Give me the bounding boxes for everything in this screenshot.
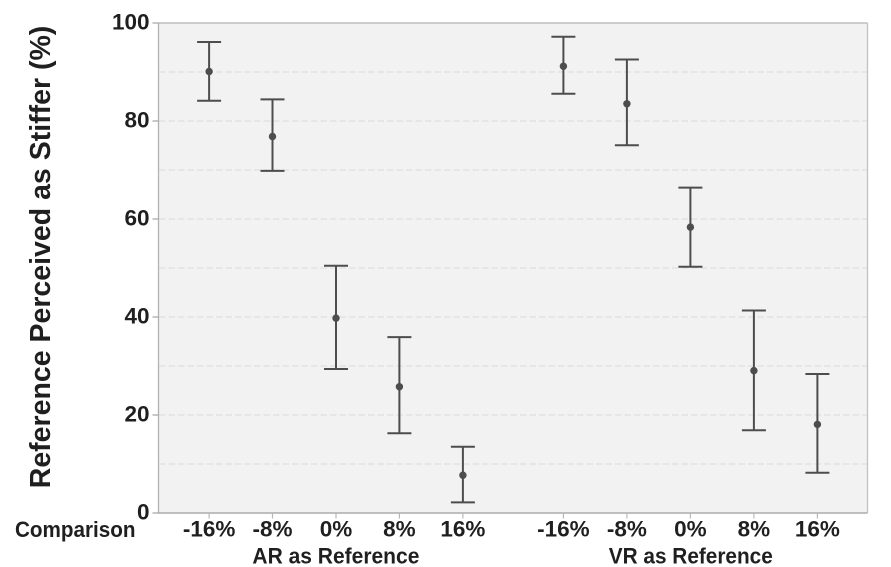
svg-text:Comparison: Comparison [15, 517, 136, 542]
svg-text:80: 80 [124, 108, 149, 133]
svg-text:40: 40 [124, 304, 149, 329]
svg-text:20: 20 [124, 402, 149, 427]
svg-text:0%: 0% [320, 517, 353, 542]
svg-text:Reference Perceived as Stiffer: Reference Perceived as Stiffer (%) [25, 26, 57, 489]
svg-text:60: 60 [124, 206, 149, 231]
svg-text:AR as Reference: AR as Reference [252, 544, 419, 567]
svg-text:0: 0 [137, 500, 150, 525]
svg-text:8%: 8% [383, 517, 416, 542]
svg-text:8%: 8% [738, 517, 771, 542]
svg-text:100: 100 [112, 10, 150, 35]
svg-text:0%: 0% [674, 517, 707, 542]
svg-text:-16%: -16% [183, 517, 236, 542]
svg-text:16%: 16% [795, 517, 840, 542]
svg-text:-8%: -8% [252, 517, 292, 542]
svg-text:-16%: -16% [537, 517, 590, 542]
svg-text:16%: 16% [440, 517, 485, 542]
svg-text:-8%: -8% [607, 517, 647, 542]
svg-text:VR as Reference: VR as Reference [609, 544, 773, 567]
